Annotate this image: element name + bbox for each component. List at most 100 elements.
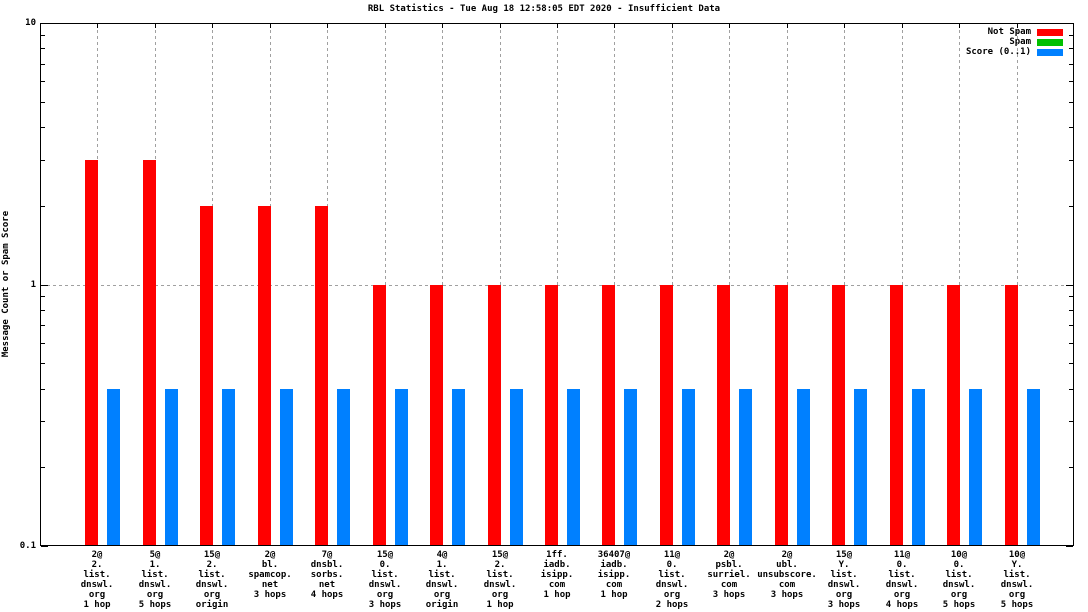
bar-not-spam-4 — [315, 205, 328, 545]
bar-score-0-1-12 — [797, 388, 810, 545]
x-tick — [327, 24, 328, 28]
legend-swatch-spam — [1037, 38, 1063, 46]
bar-score-0-1-4 — [337, 388, 350, 545]
x-tick — [97, 24, 98, 28]
y-minor-tick — [1069, 310, 1073, 311]
y-minor-tick — [41, 343, 45, 344]
x-tick — [442, 24, 443, 28]
x-tick-label-2: 15@ 2. list. dnswl. org origin — [195, 550, 229, 610]
legend-row-not-spam: Not Spam — [966, 27, 1063, 37]
y-minor-tick — [41, 206, 45, 207]
x-tick — [614, 24, 615, 28]
y-minor-tick — [1069, 102, 1073, 103]
x-tick — [557, 24, 558, 28]
bar-not-spam-1 — [143, 159, 156, 545]
x-tick — [787, 24, 788, 28]
bar-score-0-1-5 — [395, 388, 408, 545]
bar-not-spam-7 — [488, 284, 501, 545]
x-tick-label-12: 2@ ubl. unsubscore. com 3 hops — [757, 550, 817, 600]
y-major-tick — [41, 285, 48, 286]
x-tick — [844, 24, 845, 28]
y-major-tick — [41, 23, 48, 24]
x-tick-label-4: 7@ dnsbl. sorbs. net 4 hops — [310, 550, 344, 600]
y-minor-tick — [41, 64, 45, 65]
y-minor-tick — [1069, 206, 1073, 207]
y-minor-tick — [41, 160, 45, 161]
bar-not-spam-6 — [430, 284, 443, 545]
x-tick-label-8: 1ff. iadb. isipp. com 1 hop — [540, 550, 574, 600]
y-major-tick — [1066, 285, 1073, 286]
y-minor-tick — [41, 310, 45, 311]
x-tick-label-15: 10@ 0. list. dnswl. org 5 hops — [942, 550, 976, 610]
y-major-tick — [1066, 23, 1073, 24]
x-tick — [212, 24, 213, 28]
y-minor-tick — [1069, 296, 1073, 297]
y-major-tick — [1066, 546, 1073, 547]
x-tick-label-7: 15@ 2. list. dnswl. org 1 hop — [483, 550, 517, 610]
y-minor-tick — [41, 48, 45, 49]
y-minor-tick — [41, 389, 45, 390]
bar-score-0-1-16 — [1027, 388, 1040, 545]
y-minor-tick — [41, 325, 45, 326]
bar-not-spam-8 — [545, 284, 558, 545]
bar-score-0-1-9 — [624, 388, 637, 545]
y-minor-tick — [1069, 467, 1073, 468]
bar-score-0-1-2 — [222, 388, 235, 545]
bar-not-spam-9 — [602, 284, 615, 545]
y-major-tick — [41, 546, 48, 547]
y-minor-tick — [1069, 363, 1073, 364]
y-minor-tick — [41, 127, 45, 128]
legend-row-spam: Spam — [966, 37, 1063, 47]
y-minor-tick — [41, 421, 45, 422]
legend: Not Spam Spam Score (0..1) — [966, 27, 1063, 57]
x-tick-label-9: 36407@ iadb. isipp. com 1 hop — [597, 550, 631, 600]
y-tick-label: 1 — [30, 280, 36, 290]
x-tick-label-10: 11@ 0. list. dnswl. org 2 hops — [655, 550, 689, 610]
bar-not-spam-0 — [85, 159, 98, 545]
bar-score-0-1-3 — [280, 388, 293, 545]
legend-swatch-not-spam — [1037, 28, 1063, 36]
x-tick-label-5: 15@ 0. list. dnswl. org 3 hops — [368, 550, 402, 610]
legend-label: Spam — [1009, 37, 1031, 47]
y-tick-label: 10 — [25, 18, 36, 28]
x-tick — [155, 24, 156, 28]
chart-title: RBL Statistics - Tue Aug 18 12:58:05 EDT… — [367, 4, 721, 14]
bar-not-spam-5 — [373, 284, 386, 545]
x-tick — [672, 24, 673, 28]
y-minor-tick — [1069, 48, 1073, 49]
bar-not-spam-14 — [890, 284, 903, 545]
x-tick — [959, 24, 960, 28]
bar-score-0-1-7 — [510, 388, 523, 545]
y-minor-tick — [1069, 81, 1073, 82]
x-tick-label-14: 11@ 0. list. dnswl. org 4 hops — [885, 550, 919, 610]
y-minor-tick — [1069, 325, 1073, 326]
bar-not-spam-11 — [717, 284, 730, 545]
bar-not-spam-3 — [258, 205, 271, 545]
x-tick — [500, 24, 501, 28]
y-minor-tick — [41, 81, 45, 82]
x-tick-label-3: 2@ bl. spamcop. net 3 hops — [248, 550, 292, 600]
x-tick — [902, 24, 903, 28]
bar-score-0-1-15 — [969, 388, 982, 545]
x-tick-label-11: 2@ psbl. surriel. com 3 hops — [707, 550, 751, 600]
x-tick-label-16: 10@ Y. list. dnswl. org 5 hops — [1000, 550, 1034, 610]
legend-label: Not Spam — [987, 27, 1031, 37]
bar-not-spam-15 — [947, 284, 960, 545]
bar-score-0-1-8 — [567, 388, 580, 545]
x-tick-label-13: 15@ Y. list. dnswl. org 3 hops — [827, 550, 861, 610]
legend-row-score-0-1: Score (0..1) — [966, 47, 1063, 57]
y-minor-tick — [1069, 343, 1073, 344]
legend-label: Score (0..1) — [965, 47, 1031, 57]
y-minor-tick — [41, 296, 45, 297]
y-minor-tick — [1069, 35, 1073, 36]
x-tick-label-0: 2@ 2. list. dnswl. org 1 hop — [80, 550, 114, 610]
bar-score-0-1-1 — [165, 388, 178, 545]
bar-not-spam-12 — [775, 284, 788, 545]
y-minor-tick — [41, 467, 45, 468]
y-minor-tick — [41, 102, 45, 103]
bar-score-0-1-13 — [854, 388, 867, 545]
bar-not-spam-2 — [200, 205, 213, 545]
bar-score-0-1-10 — [682, 388, 695, 545]
bar-not-spam-10 — [660, 284, 673, 545]
